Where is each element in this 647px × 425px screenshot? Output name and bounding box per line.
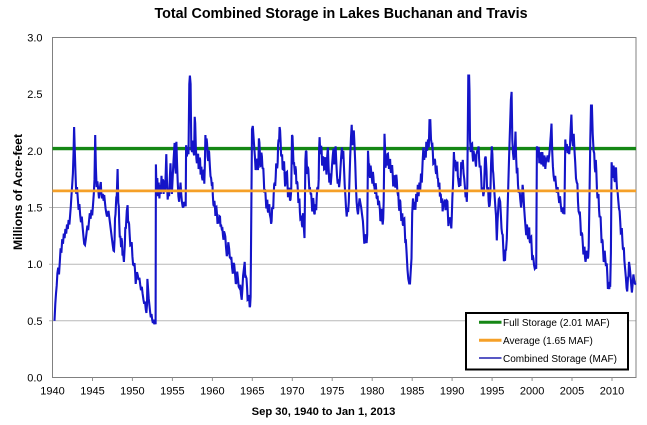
svg-text:1945: 1945 [80,386,104,398]
svg-text:1.0: 1.0 [27,259,42,271]
svg-text:Sep 30, 1940 to Jan 1, 2013: Sep 30, 1940 to Jan 1, 2013 [252,406,396,418]
svg-text:2010: 2010 [600,386,624,398]
svg-text:1.5: 1.5 [27,203,42,215]
svg-text:2.0: 2.0 [27,146,42,158]
svg-text:2005: 2005 [560,386,584,398]
svg-text:Combined Storage (MAF): Combined Storage (MAF) [503,354,617,365]
svg-text:2.5: 2.5 [27,89,42,101]
svg-text:1960: 1960 [200,386,224,398]
svg-text:0.0: 0.0 [27,373,42,385]
svg-text:1985: 1985 [400,386,424,398]
svg-text:Full Storage (2.01 MAF): Full Storage (2.01 MAF) [503,318,610,329]
svg-text:1990: 1990 [440,386,464,398]
svg-text:1940: 1940 [40,386,64,398]
svg-text:1975: 1975 [320,386,344,398]
svg-text:Millions of Acre-feet: Millions of Acre-feet [11,134,25,250]
svg-text:Average (1.65 MAF): Average (1.65 MAF) [503,336,593,347]
svg-text:0.5: 0.5 [27,316,42,328]
svg-text:1955: 1955 [160,386,184,398]
svg-text:1950: 1950 [120,386,144,398]
svg-text:Total Combined Storage in Lake: Total Combined Storage in Lakes Buchanan… [154,6,527,22]
svg-text:3.0: 3.0 [27,33,42,45]
svg-text:1970: 1970 [280,386,304,398]
svg-text:1980: 1980 [360,386,384,398]
svg-text:1965: 1965 [240,386,264,398]
svg-text:1995: 1995 [480,386,504,398]
svg-text:2000: 2000 [520,386,544,398]
